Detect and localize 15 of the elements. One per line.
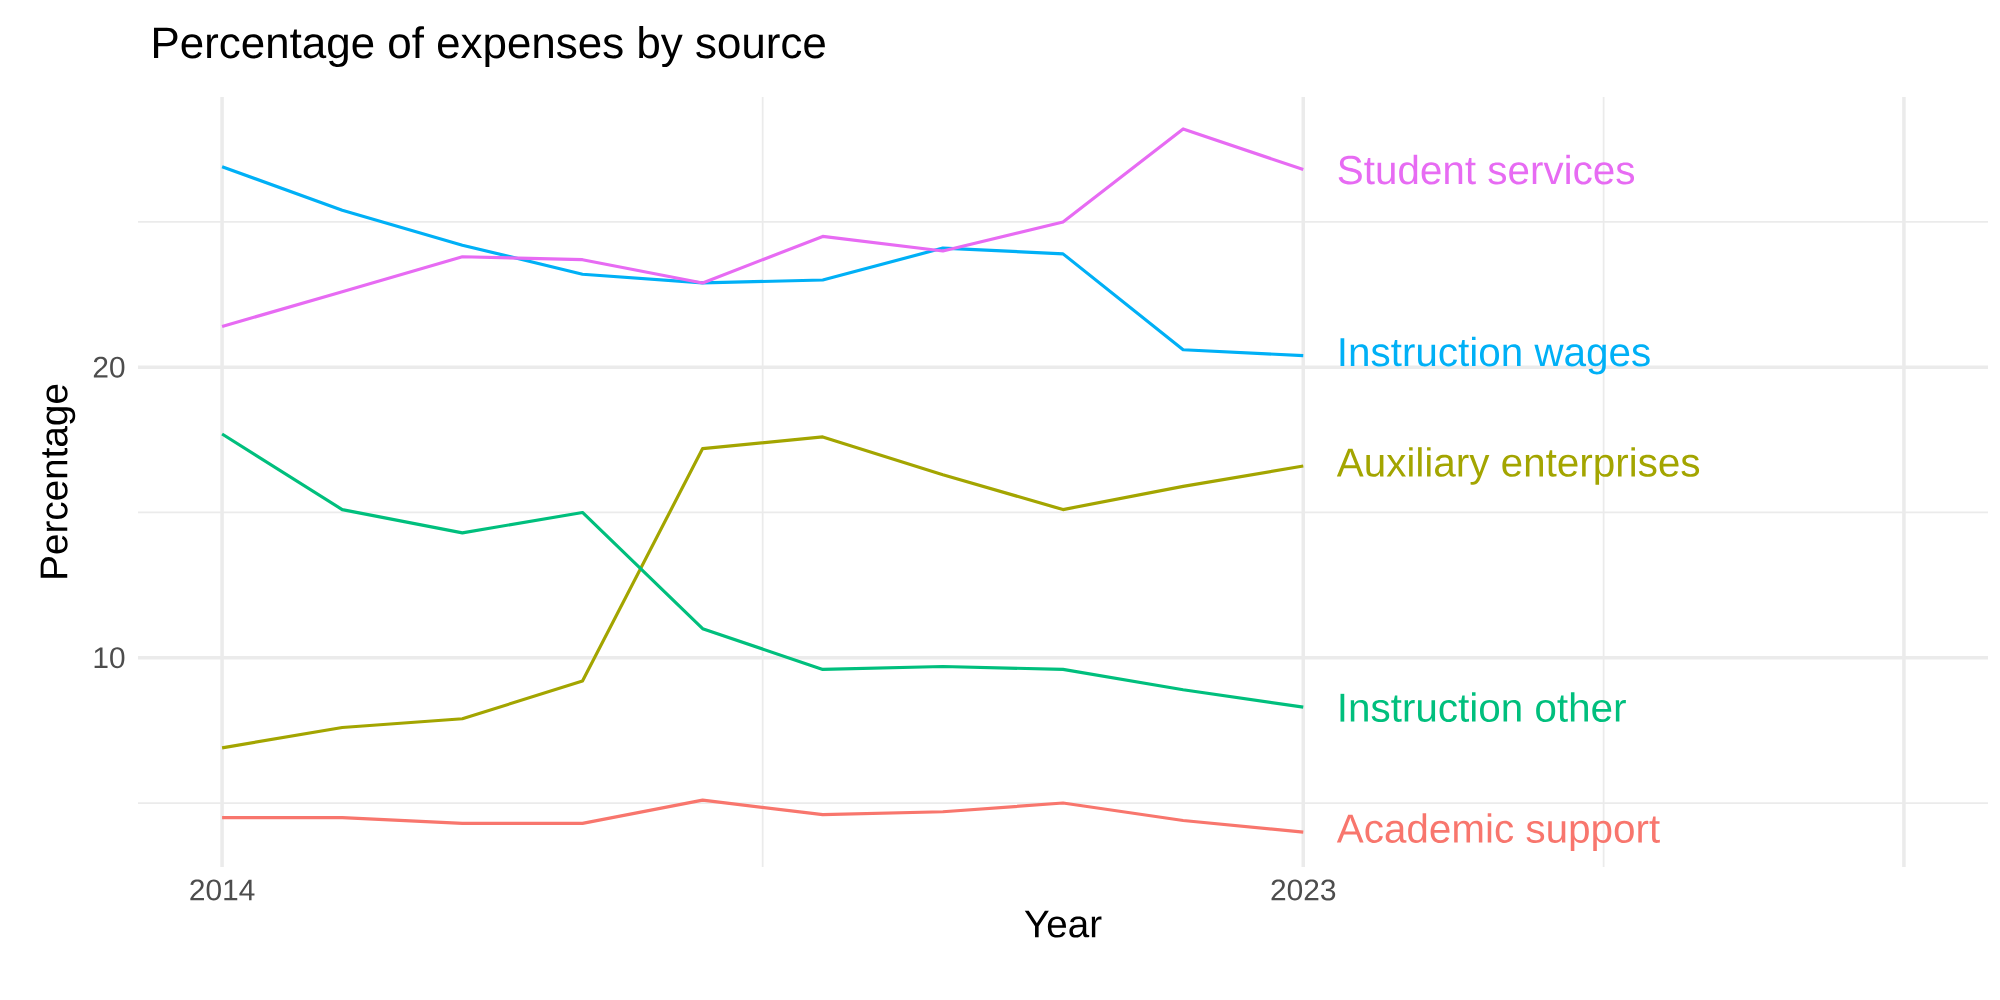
series-label: Instruction other: [1340, 692, 1626, 723]
x-axis-title: Year: [1024, 910, 1102, 938]
y-tick-label: 20: [93, 356, 125, 378]
series-label: Student services: [1338, 154, 1635, 185]
series-label: Instruction wages: [1340, 336, 1650, 375]
x-tick-label: 2014: [190, 879, 255, 901]
y-axis-title: Percentage: [40, 384, 76, 578]
line-series: [220, 127, 1305, 329]
line-series: [220, 165, 1305, 358]
x-tick-label: 2023: [1271, 879, 1336, 901]
series-label: Auxiliary enterprises: [1336, 447, 1700, 485]
y-tick-label: 10: [94, 647, 125, 669]
line-series: [220, 798, 1305, 834]
series-label: Academic support: [1336, 813, 1660, 851]
chart-title: Percentage of expenses by source: [154, 26, 825, 68]
